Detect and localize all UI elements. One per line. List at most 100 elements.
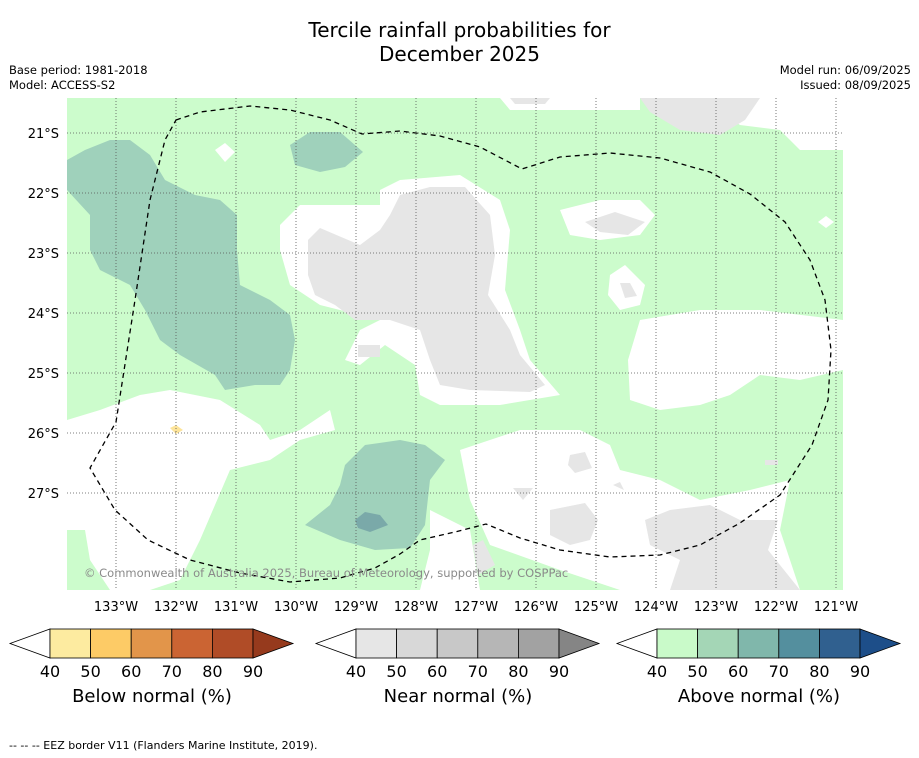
colorbar-swatch bbox=[477, 628, 519, 659]
colorbar-label-near: Near normal (%) bbox=[383, 686, 533, 707]
colorbar-extend-low bbox=[615, 628, 658, 659]
colorbar-tick-label: 90 bbox=[243, 662, 263, 681]
white-region-east-3 bbox=[628, 310, 843, 410]
colorbar: 40 50 60 70 80 90 bbox=[314, 628, 601, 681]
near-40-east-2 bbox=[620, 283, 637, 298]
lon-label: 125°W bbox=[574, 600, 618, 615]
lon-label: 121°W bbox=[814, 600, 858, 615]
colorbar-swatch bbox=[396, 628, 438, 659]
lon-label: 133°W bbox=[94, 600, 138, 615]
above-60-south bbox=[355, 512, 388, 532]
lon-label: 129°W bbox=[334, 600, 378, 615]
colorbar-tick-label: 80 bbox=[508, 662, 528, 681]
title-line-1: Tercile rainfall probabilities for bbox=[308, 18, 611, 42]
map-plot-area: © Commonwealth of Australia 2025, Bureau… bbox=[67, 98, 843, 590]
lon-label: 131°W bbox=[214, 600, 258, 615]
lat-label: 24°S bbox=[28, 307, 59, 322]
lon-label: 128°W bbox=[394, 600, 438, 615]
lat-label: 22°S bbox=[28, 187, 59, 202]
lat-label: 25°S bbox=[28, 367, 59, 382]
above-50-south bbox=[305, 440, 445, 550]
colorbar-tick-label: 60 bbox=[427, 662, 447, 681]
model-name: Model: ACCESS-S2 bbox=[9, 78, 116, 92]
colorbar-tick-label: 80 bbox=[202, 662, 222, 681]
meta-left: Base period: 1981-2018 Model: ACCESS-S2 bbox=[9, 63, 148, 93]
near-40-south-3 bbox=[550, 503, 598, 545]
colorbar: 40 50 60 70 80 90 bbox=[8, 628, 295, 681]
colorbar-tick-label: 70 bbox=[769, 662, 789, 681]
colorbar-swatch bbox=[656, 628, 698, 659]
attribution-text: © Commonwealth of Australia 2025, Bureau… bbox=[84, 566, 568, 580]
colorbar-tick-label: 50 bbox=[687, 662, 707, 681]
colorbar-swatch bbox=[518, 628, 560, 659]
colorbar-swatch bbox=[130, 628, 173, 659]
colorbar-swatch bbox=[436, 628, 479, 659]
above-50-west bbox=[67, 140, 295, 390]
lat-label: 23°S bbox=[28, 247, 59, 262]
lon-label: 130°W bbox=[274, 600, 318, 615]
lon-label: 122°W bbox=[754, 600, 798, 615]
colorbar-swatch bbox=[819, 628, 861, 659]
colorbar-swatch bbox=[49, 628, 91, 659]
white-region-south-2 bbox=[420, 510, 480, 590]
colorbar-tick-label: 90 bbox=[549, 662, 569, 681]
lon-label: 132°W bbox=[154, 600, 198, 615]
near-40-south-6 bbox=[765, 460, 778, 465]
near-40-south-2 bbox=[513, 488, 533, 500]
map-title: Tercile rainfall probabilities for Decem… bbox=[0, 18, 919, 66]
model-run: Model run: 06/09/2025 bbox=[779, 63, 911, 77]
near-40-south-5 bbox=[473, 540, 495, 575]
near-40-south-7 bbox=[613, 482, 624, 490]
lon-label: 123°W bbox=[694, 600, 738, 615]
near-40-south-1 bbox=[568, 452, 592, 473]
colorbar-extend-high bbox=[558, 628, 601, 659]
colorbar: 40 50 60 70 80 90 bbox=[615, 628, 902, 681]
colorbar-tick-label: 90 bbox=[850, 662, 870, 681]
colorbar-label-above: Above normal (%) bbox=[677, 686, 841, 707]
colorbar-tick-label: 40 bbox=[346, 662, 366, 681]
lon-label: 124°W bbox=[634, 600, 678, 615]
near-40-south-4 bbox=[645, 505, 800, 590]
lon-label: 127°W bbox=[454, 600, 498, 615]
colorbar-label-below: Below normal (%) bbox=[72, 686, 232, 707]
white-region-small-east bbox=[818, 216, 834, 228]
below-40-speck bbox=[170, 425, 183, 434]
colorbar-tick-label: 70 bbox=[162, 662, 182, 681]
colorbar-extend-high bbox=[252, 628, 295, 659]
colorbar-extend-high bbox=[859, 628, 902, 659]
lat-label: 26°S bbox=[28, 427, 59, 442]
colorbar-tick-label: 60 bbox=[728, 662, 748, 681]
near-40-top-right bbox=[640, 98, 760, 135]
colorbars: 40 50 60 70 80 90 40 50 60 70 80 90 40 50 60 70 80 90 bbox=[8, 628, 902, 681]
colorbar-tick-label: 60 bbox=[121, 662, 141, 681]
colorbar-tick-label: 70 bbox=[468, 662, 488, 681]
colorbar-tick-label: 40 bbox=[40, 662, 60, 681]
colorbar-swatch bbox=[737, 628, 780, 659]
lon-label: 126°W bbox=[514, 600, 558, 615]
eez-border bbox=[89, 105, 832, 583]
base-period: Base period: 1981-2018 bbox=[9, 63, 148, 77]
colorbar-tick-label: 50 bbox=[80, 662, 100, 681]
colorbar-swatch bbox=[211, 628, 254, 659]
eez-footnote: -- -- -- EEZ border V11 (Flanders Marine… bbox=[9, 739, 318, 752]
lat-labels: 21°S 22°S 23°S 24°S 25°S 26°S 27°S bbox=[28, 127, 59, 502]
meta-right: Model run: 06/09/2025 Issued: 08/09/2025 bbox=[780, 63, 911, 93]
colorbar-swatch bbox=[778, 628, 820, 659]
lon-labels: 133°W 132°W 131°W 130°W 129°W 128°W 127°… bbox=[94, 600, 858, 615]
colorbar-swatch bbox=[90, 628, 132, 659]
near-40-top bbox=[510, 98, 550, 104]
near-40-center bbox=[308, 187, 545, 392]
colorbar-swatch bbox=[171, 628, 213, 659]
white-region-southwest bbox=[67, 390, 335, 590]
map-gridlines bbox=[67, 98, 843, 590]
title-line-2: December 2025 bbox=[379, 42, 540, 66]
colorbar-swatch bbox=[355, 628, 397, 659]
colorbar-tick-label: 80 bbox=[809, 662, 829, 681]
colorbar-swatch bbox=[697, 628, 739, 659]
lat-label: 27°S bbox=[28, 487, 59, 502]
near-40-east-1 bbox=[585, 212, 645, 235]
colorbar-tick-label: 50 bbox=[386, 662, 406, 681]
colorbar-extend-low bbox=[314, 628, 357, 659]
white-region-small bbox=[215, 143, 235, 162]
